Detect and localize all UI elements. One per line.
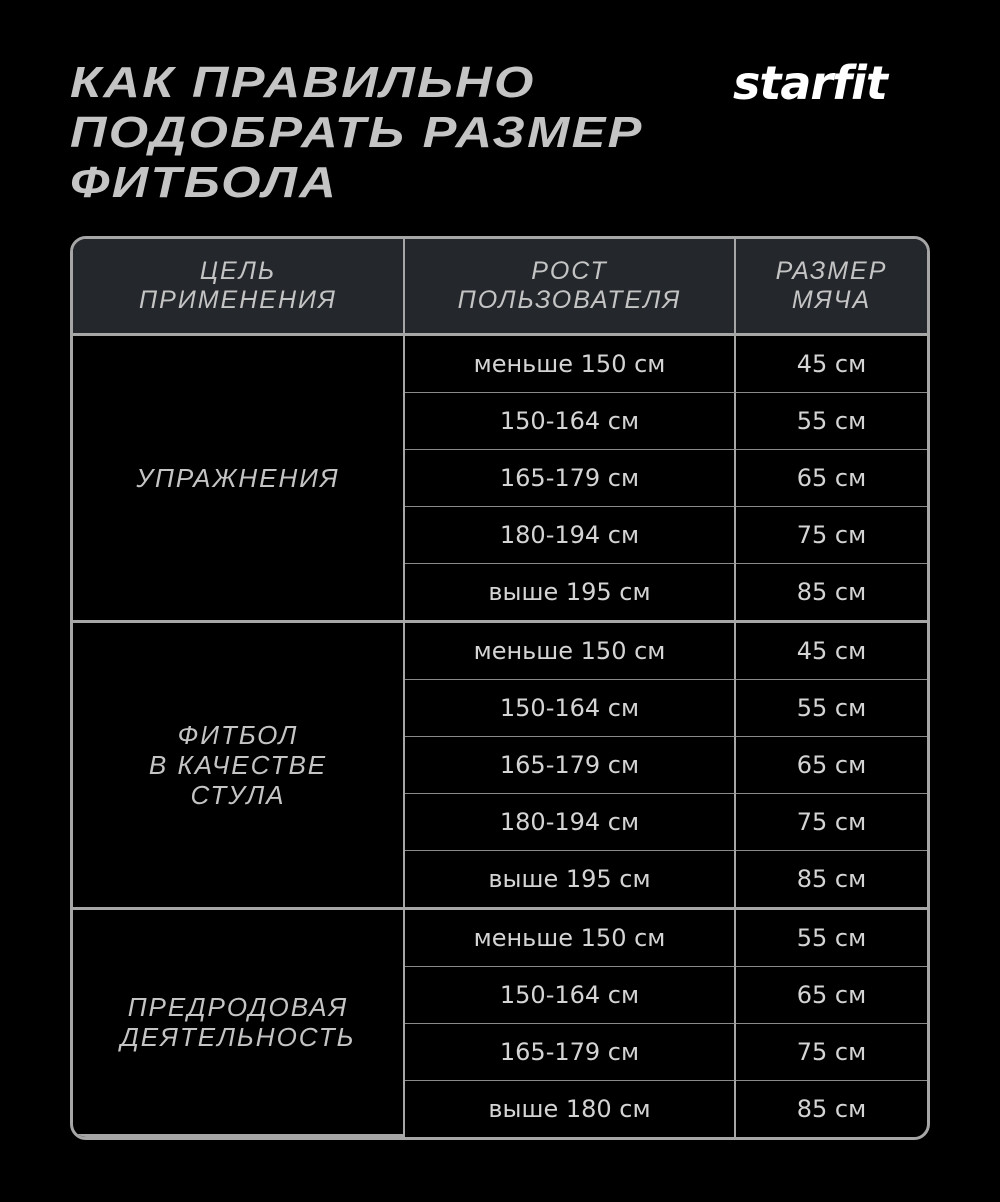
size-cell: 55 см bbox=[736, 680, 927, 737]
size-cell: 65 см bbox=[736, 450, 927, 507]
height-cell: 165-179 см bbox=[405, 1024, 736, 1081]
height-cell: меньше 150 см bbox=[405, 910, 736, 967]
table-row: ФИТБОЛ В КАЧЕСТВЕ СТУЛА меньше 150 см 45 см bbox=[73, 623, 927, 910]
height-cell: выше 195 см bbox=[405, 851, 736, 910]
purpose-cell: УПРАЖНЕНИЯ bbox=[73, 336, 405, 623]
header-ball-size: РАЗМЕР МЯЧА bbox=[736, 239, 927, 336]
table-row: 165-179 см 65 см bbox=[73, 737, 927, 794]
height-cell: 180-194 см bbox=[405, 794, 736, 851]
height-cell: 180-194 см bbox=[405, 507, 736, 564]
title-line: КАК ПРАВИЛЬНО bbox=[70, 58, 536, 107]
height-cell: 165-179 см bbox=[405, 450, 736, 507]
height-cell: выше 180 см bbox=[405, 1081, 736, 1137]
size-cell: 75 см bbox=[736, 507, 927, 564]
table-row: 150-164 см 55 см bbox=[73, 680, 927, 737]
table-row: ПРЕДРОДОВАЯ ДЕЯТЕЛЬНОСТЬ меньше 150 см 55 с… bbox=[73, 910, 927, 1137]
table-row: выше 195 см 85 см bbox=[73, 851, 927, 910]
header-height: РОСТ ПОЛЬЗОВАТЕЛЯ bbox=[405, 239, 736, 336]
size-cell: 75 см bbox=[736, 794, 927, 851]
size-cell: 65 см bbox=[736, 967, 927, 1024]
title-line: ФИТБОЛА bbox=[70, 158, 339, 207]
purpose-cell: ПРЕДРОДОВАЯ ДЕЯТЕЛЬНОСТЬ bbox=[73, 910, 405, 1137]
size-cell: 65 см bbox=[736, 737, 927, 794]
height-cell: выше 195 см bbox=[405, 564, 736, 623]
height-cell: 165-179 см bbox=[405, 737, 736, 794]
size-cell: 75 см bbox=[736, 1024, 927, 1081]
table-row: 180-194 см 75 см bbox=[73, 507, 927, 564]
starfit-logo: starfit bbox=[733, 56, 888, 110]
size-cell: 55 см bbox=[736, 910, 927, 967]
title-line: ПОДОБРАТЬ РАЗМЕР bbox=[70, 108, 644, 157]
table-row: 180-194 см 75 см bbox=[73, 794, 927, 851]
table-row: УПРАЖНЕНИЯ меньше 150 см 45 см bbox=[73, 336, 927, 623]
table-row: 150-164 см 55 см bbox=[73, 393, 927, 450]
header-purpose: ЦЕЛЬ ПРИМЕНЕНИЯ bbox=[73, 239, 405, 336]
height-cell: меньше 150 см bbox=[405, 336, 736, 393]
table-row: 150-164 см 65 см bbox=[73, 967, 927, 1024]
table-row: 165-179 см 65 см bbox=[73, 450, 927, 507]
size-cell: 85 см bbox=[736, 851, 927, 910]
size-cell: 45 см bbox=[736, 336, 927, 393]
size-cell: 45 см bbox=[736, 623, 927, 680]
page-title: КАК ПРАВИЛЬНО ПОДОБРАТЬ РАЗМЕР ФИТБОЛА bbox=[70, 58, 644, 208]
table-row: 165-179 см 75 см bbox=[73, 1024, 927, 1081]
table-row: выше 195 см 85 см bbox=[73, 564, 927, 623]
size-cell: 85 см bbox=[796, 1095, 867, 1123]
height-cell: 150-164 см bbox=[405, 967, 736, 1024]
size-cell: 85 см bbox=[736, 564, 927, 623]
height-cell: меньше 150 см bbox=[405, 623, 736, 680]
size-cell: 55 см bbox=[736, 393, 927, 450]
table-row: выше 180 см 85 см bbox=[73, 1081, 927, 1137]
purpose-cell: ФИТБОЛ В КАЧЕСТВЕ СТУЛА bbox=[73, 623, 405, 910]
height-cell: 150-164 см bbox=[405, 680, 736, 737]
size-table: ЦЕЛЬ ПРИМЕНЕНИЯ РОСТ ПОЛЬЗОВАТЕЛЯ РАЗМЕР МЯ… bbox=[70, 236, 930, 1140]
table-header-row: ЦЕЛЬ ПРИМЕНЕНИЯ РОСТ ПОЛЬЗОВАТЕЛЯ РАЗМЕР МЯ… bbox=[73, 239, 927, 336]
height-cell: 150-164 см bbox=[405, 393, 736, 450]
